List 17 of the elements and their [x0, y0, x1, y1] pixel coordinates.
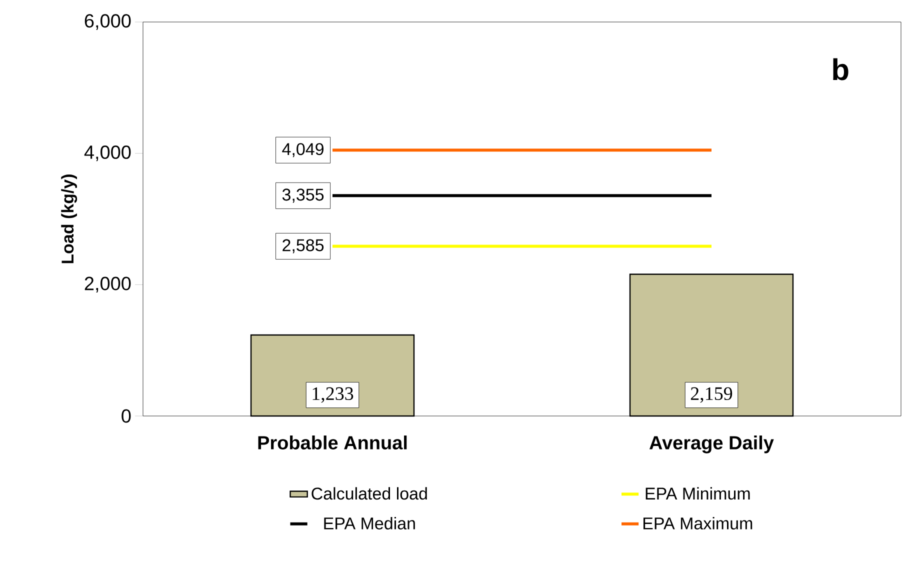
x-tick-label: Average Daily — [649, 436, 774, 454]
y-tick-label: 6,000 — [84, 14, 131, 30]
legend-label: Calculated load — [312, 487, 427, 500]
y-tick-label: 2,000 — [84, 276, 131, 293]
data-label: 1,233 — [312, 387, 354, 403]
legend-label: EPA Median — [324, 516, 415, 530]
data-label: 3,355 — [282, 188, 324, 203]
data-label: 4,049 — [282, 143, 324, 158]
y-tick-label: 0 — [122, 409, 131, 423]
annotation: b — [833, 58, 848, 80]
legend-label: EPA Minimum — [646, 487, 750, 500]
y-axis-title: Load (kg/y) — [61, 174, 78, 264]
x-tick-label: Probable Annual — [258, 436, 407, 450]
legend-label: EPA Maximum — [643, 516, 752, 530]
data-label: 2,159 — [690, 387, 732, 403]
data-label: 2,585 — [282, 239, 324, 254]
y-tick-label: 4,000 — [84, 145, 131, 162]
